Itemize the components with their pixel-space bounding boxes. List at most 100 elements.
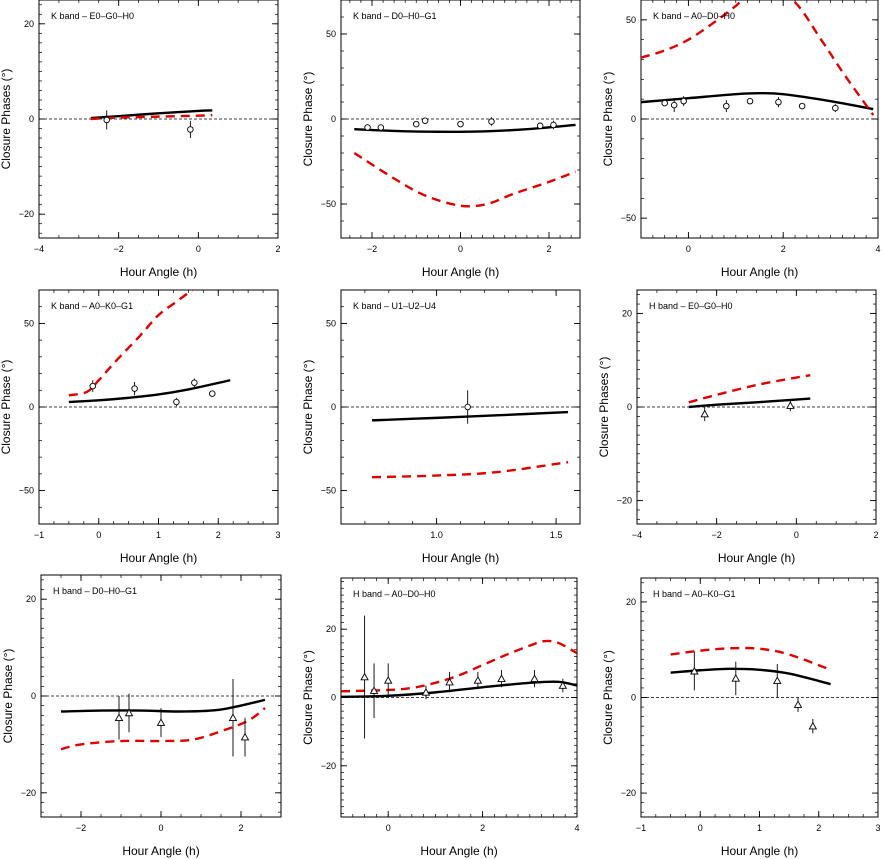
plot-area <box>670 646 832 734</box>
panel-title: H band – E0–G0–H0 <box>649 301 733 311</box>
model-curve-solid <box>670 667 831 686</box>
panel-title: K band – E0–G0–H0 <box>51 11 134 21</box>
data-point <box>793 700 803 708</box>
y-axis-label: Closure Phase (°) <box>301 360 315 455</box>
x-tick-label: −2 <box>76 823 86 833</box>
x-tick-label: 0 <box>96 530 101 540</box>
y-axis-label: Closure Phase (°) <box>301 72 315 167</box>
model-curve-solid <box>60 698 266 713</box>
data-point <box>240 732 250 741</box>
y-tick-label: 20 <box>622 308 632 318</box>
x-axis-label: Hour Angle (h) <box>718 551 795 565</box>
x-tick-label: 2 <box>816 823 821 833</box>
x-tick-label: 3 <box>275 530 280 540</box>
panel-2: −2 0 2 −50 0 50 K band – D0–H0–G1 Hour Angle (h… <box>301 0 581 279</box>
data-point <box>421 687 431 696</box>
y-axis-label: Closure Phase (°) <box>301 650 315 745</box>
x-tick-label: −2 <box>114 244 124 254</box>
data-point <box>723 102 730 110</box>
model-curve-solid <box>68 379 231 404</box>
y-tick-label: 50 <box>626 15 636 25</box>
x-tick-label: 2 <box>275 244 280 254</box>
data-point <box>473 676 483 684</box>
y-tick-label: 20 <box>26 594 36 604</box>
x-tick-label: 1 <box>757 823 762 833</box>
y-tick-label: −50 <box>19 486 34 496</box>
data-point <box>558 681 568 689</box>
y-tick-label: −50 <box>321 199 336 209</box>
y-axis-label: Closure Phases (°) <box>0 69 13 170</box>
x-tick-label: 4 <box>574 823 579 833</box>
x-tick-label: −1 <box>34 530 44 540</box>
y-tick-label: 0 <box>331 114 336 124</box>
x-axis-label: Hour Angle (h) <box>120 551 197 565</box>
x-tick-label: 0 <box>458 244 463 254</box>
data-point <box>124 708 134 717</box>
x-axis-label: Hour Angle (h) <box>721 844 798 858</box>
y-tick-label: −50 <box>621 213 636 223</box>
data-point <box>191 379 198 387</box>
x-tick-label: 2 <box>547 244 552 254</box>
y-tick-label: −20 <box>321 761 336 771</box>
panel-title: H band – A0–D0–H0 <box>353 589 436 599</box>
data-point <box>173 398 180 406</box>
data-point <box>746 97 754 105</box>
x-tick-label: 0 <box>794 530 799 540</box>
plot-area <box>353 117 577 208</box>
y-tick-label: 20 <box>626 597 636 607</box>
x-axis-label: Hour Angle (h) <box>420 844 497 858</box>
y-tick-label: −20 <box>617 496 632 506</box>
model-curve-solid <box>688 397 811 409</box>
data-point <box>661 99 668 107</box>
model-curve-solid <box>641 91 874 111</box>
plot-area <box>60 679 266 757</box>
data-point <box>421 117 429 124</box>
data-point <box>369 686 379 694</box>
data-point <box>670 101 678 109</box>
y-tick-label: −50 <box>321 486 336 496</box>
data-point <box>798 102 806 110</box>
panel-title: K band – U1–U2–U4 <box>353 301 436 311</box>
y-tick-label: 0 <box>627 402 632 412</box>
y-tick-label: 20 <box>326 624 336 634</box>
data-point <box>103 116 110 124</box>
data-point <box>377 124 385 131</box>
data-point <box>445 677 454 686</box>
data-point <box>488 118 495 125</box>
data-point <box>536 122 544 130</box>
x-tick-label: 1.5 <box>550 530 563 540</box>
model-curve-dashed <box>688 373 811 404</box>
data-point <box>187 126 194 133</box>
model-curve-dashed <box>341 639 577 693</box>
x-tick-label: 2 <box>216 530 221 540</box>
plot-area <box>68 290 231 407</box>
model-curve-dashed <box>372 460 569 479</box>
x-tick-label: 2 <box>873 530 878 540</box>
panel-8: 0 2 4 −20 0 20 H band – A0–D0–H0 Hour Angle (h)… <box>301 577 580 858</box>
y-axis-label: Closure Phases (°) <box>597 357 611 458</box>
x-tick-label: 3 <box>875 823 880 833</box>
x-tick-label: −2 <box>712 530 722 540</box>
y-tick-label: 0 <box>631 114 636 124</box>
data-point <box>457 120 464 128</box>
panel-title: H band – A0–K0–G1 <box>653 589 736 599</box>
y-tick-label: 0 <box>331 693 336 703</box>
x-tick-label: 0 <box>686 244 691 254</box>
model-curve-dashed <box>353 151 577 208</box>
y-tick-label: 0 <box>29 114 34 124</box>
x-tick-label: 2 <box>238 823 243 833</box>
panel-title: K band – A0–D0–H0 <box>653 11 735 21</box>
y-tick-label: 0 <box>29 402 34 412</box>
model-curve-dashed <box>68 290 195 397</box>
data-point <box>808 721 818 730</box>
data-point <box>228 713 238 722</box>
x-tick-label: 0 <box>158 823 163 833</box>
x-tick-label: 2 <box>480 823 485 833</box>
x-axis-label: Hour Angle (h) <box>422 265 499 279</box>
data-point <box>731 673 741 682</box>
panel-9: −1 0 1 2 3 −20 0 20 H band – A0–K0–G1 Hour Angle … <box>601 577 881 858</box>
model-curve-solid <box>372 410 569 422</box>
data-point <box>690 666 699 675</box>
